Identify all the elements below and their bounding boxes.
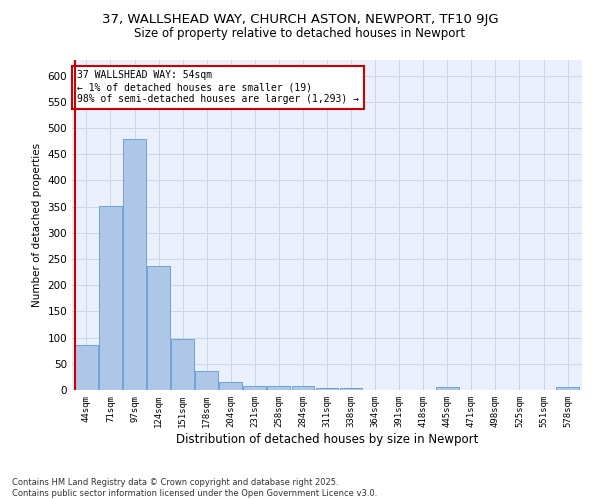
Bar: [556, 388, 579, 390]
Text: 37 WALLSHEAD WAY: 54sqm
← 1% of detached houses are smaller (19)
98% of semi-det: 37 WALLSHEAD WAY: 54sqm ← 1% of detached…: [77, 70, 359, 104]
Text: Contains HM Land Registry data © Crown copyright and database right 2025.
Contai: Contains HM Land Registry data © Crown c…: [12, 478, 377, 498]
Bar: [316, 388, 338, 390]
Text: 37, WALLSHEAD WAY, CHURCH ASTON, NEWPORT, TF10 9JG: 37, WALLSHEAD WAY, CHURCH ASTON, NEWPORT…: [101, 12, 499, 26]
Bar: [220, 382, 242, 390]
Bar: [268, 386, 290, 390]
Bar: [436, 388, 459, 390]
Bar: [292, 386, 314, 390]
Bar: [123, 138, 146, 390]
Bar: [171, 339, 194, 390]
Bar: [99, 206, 122, 390]
Y-axis label: Number of detached properties: Number of detached properties: [32, 143, 42, 307]
Bar: [75, 346, 98, 390]
Bar: [147, 266, 170, 390]
Text: Size of property relative to detached houses in Newport: Size of property relative to detached ho…: [134, 28, 466, 40]
Bar: [340, 388, 362, 390]
X-axis label: Distribution of detached houses by size in Newport: Distribution of detached houses by size …: [176, 432, 478, 446]
Bar: [195, 370, 218, 390]
Bar: [244, 386, 266, 390]
